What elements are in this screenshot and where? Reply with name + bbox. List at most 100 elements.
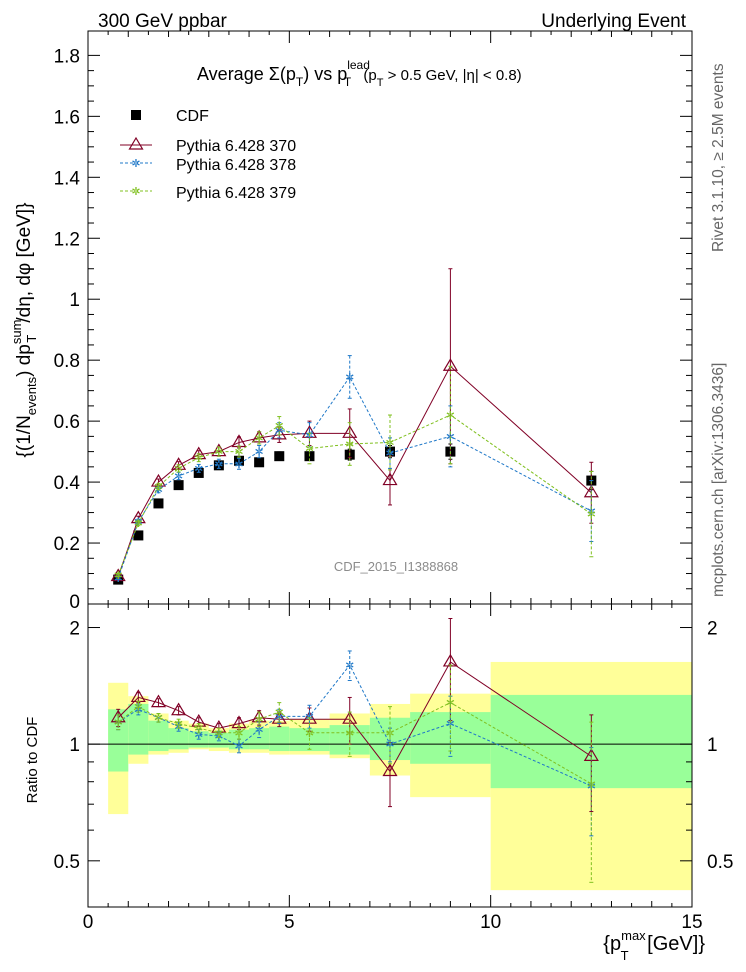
legend: CDF Pythia 6.428 370 ✲ Pythia 6.428 378 …: [120, 108, 296, 202]
ratio-band-inner: [128, 703, 149, 755]
series-378-point: ✲: [194, 463, 203, 475]
series-cdf-point: [254, 457, 265, 468]
series-378-point: ✲: [174, 471, 183, 483]
xlabel: {pmax T [GeV]}: [603, 928, 705, 963]
series-370-point: [171, 457, 187, 470]
series-379-point: ✲: [446, 410, 455, 422]
ratio-378-point: ✲: [174, 722, 183, 734]
main-ylabel: {(1/Nevents) dpsumT/dη, dφ [GeV]}: [9, 203, 39, 458]
ratio-y-tick-label: 2: [69, 619, 80, 640]
series-378-point: ✲: [114, 573, 123, 585]
x-tick-label: 5: [284, 912, 295, 933]
series-370-point: [301, 425, 318, 438]
ratio-379-point: ✲: [305, 728, 314, 740]
mcplots-label: mcplots.cern.ch [arXiv:1306.3436]: [710, 363, 727, 597]
ratio-ylabel: Ratio to CDF: [24, 717, 41, 804]
series-379-point: ✲: [305, 444, 314, 456]
series-379-point: ✲: [194, 453, 203, 465]
ratio-378-point: ✲: [446, 719, 455, 731]
ratio-379-point: ✲: [234, 728, 243, 740]
legend-370-label: Pythia 6.428 370: [176, 138, 296, 155]
ratio-378-line: [117, 664, 592, 787]
ratio-378-point: ✲: [275, 711, 284, 723]
x-tick-label: 15: [681, 912, 702, 933]
ratio-370-point: [382, 763, 398, 777]
series-379-point: ✲: [114, 570, 123, 582]
legend-378-marker: ✲: [131, 158, 140, 170]
series-378-point: ✲: [385, 448, 394, 460]
ratio-379-point: ✲: [345, 728, 354, 740]
series-379-point: ✲: [255, 433, 264, 445]
series-379-point: ✲: [214, 447, 223, 459]
ratio-379-point: ✲: [134, 702, 143, 714]
x-tick-label: 0: [83, 912, 94, 933]
y-tick-label: 1.4: [54, 168, 81, 189]
rivet-label: Rivet 3.1.10, ≥ 2.5M events: [710, 63, 727, 252]
ratio-379-point: ✲: [154, 713, 163, 725]
series-379-point: ✲: [134, 518, 143, 530]
series-cdf-point: [133, 530, 144, 541]
series-378-point: ✲: [214, 459, 223, 471]
series-379-point: ✲: [174, 463, 183, 475]
ratio-379-point: ✲: [385, 728, 394, 740]
series-379-point: ✲: [587, 509, 596, 521]
legend-379-marker: ✲: [131, 186, 140, 198]
ratio-y-tick-label-right: 0.5: [707, 852, 733, 873]
series-370-point: [191, 446, 207, 460]
ratio-370-point: [150, 694, 167, 708]
series-379-point: ✲: [345, 439, 354, 451]
ratio-378-point: ✲: [114, 717, 123, 729]
series-379-point: ✲: [154, 482, 163, 494]
legend-378-label: Pythia 6.428 378: [176, 157, 296, 174]
ratio-379-point: ✲: [255, 714, 264, 726]
series-cdf-point: [274, 451, 285, 462]
y-tick-label-zero: 0: [69, 592, 80, 613]
series-379-line: [117, 414, 592, 576]
ratio-378-point: ✲: [134, 704, 143, 716]
series-379-point: ✲: [385, 437, 394, 449]
ratio-378-point: ✲: [255, 725, 264, 737]
y-tick-label: 0.2: [54, 534, 80, 555]
ratio-379-point: ✲: [446, 698, 455, 710]
series-370-point: [342, 425, 358, 438]
series-378-point: ✲: [275, 425, 284, 437]
series-370-point: [110, 568, 126, 582]
main-title: Average Σ(pT) vs plead T (pT > 0.5 GeV, |…: [197, 58, 522, 89]
series-cdf-point: [173, 480, 184, 491]
series-378-point: ✲: [234, 459, 243, 471]
ratio-band-inner: [108, 709, 129, 772]
series-370-point: [382, 472, 398, 486]
series-378-point: ✲: [154, 485, 163, 497]
header-right: Underlying Event: [541, 11, 686, 32]
ratio-y-tick-label-right: 1: [707, 735, 718, 756]
series-cdf-point: [193, 467, 204, 478]
y-tick-label: 1: [69, 290, 80, 311]
ratio-y-tick-label: 0.5: [54, 852, 80, 873]
header-left: 300 GeV ppbar: [98, 11, 228, 32]
series-378-line: [117, 375, 592, 579]
legend-cdf-marker: [131, 110, 141, 120]
series-379-point: ✲: [275, 421, 284, 433]
ratio-378-point: ✲: [194, 729, 203, 741]
ratio-379-point: ✲: [174, 719, 183, 731]
series-370-point: [211, 443, 227, 457]
watermark: CDF_2015_I1388868: [334, 559, 458, 574]
ratio-379-point: ✲: [194, 723, 203, 735]
series-cdf-point: [153, 498, 164, 509]
ratio-378-point: ✲: [214, 731, 223, 743]
legend-379-label: Pythia 6.428 379: [176, 185, 296, 202]
ratio-379-point: ✲: [114, 717, 123, 729]
series-378-point: ✲: [345, 372, 354, 384]
ratio-378-point: ✲: [345, 660, 354, 672]
ratio-378-point: ✲: [234, 741, 243, 753]
x-tick-label: 10: [480, 912, 501, 933]
ratio-378-point: ✲: [385, 739, 394, 751]
ratio-378-point: ✲: [587, 781, 596, 793]
series-370-point: [442, 358, 458, 371]
legend-370-marker: [128, 136, 144, 150]
y-tick-label: 1.2: [54, 229, 80, 250]
ratio-379-point: ✲: [587, 779, 596, 791]
ratio-379-point: ✲: [214, 728, 223, 740]
series-370-line: [117, 365, 592, 577]
